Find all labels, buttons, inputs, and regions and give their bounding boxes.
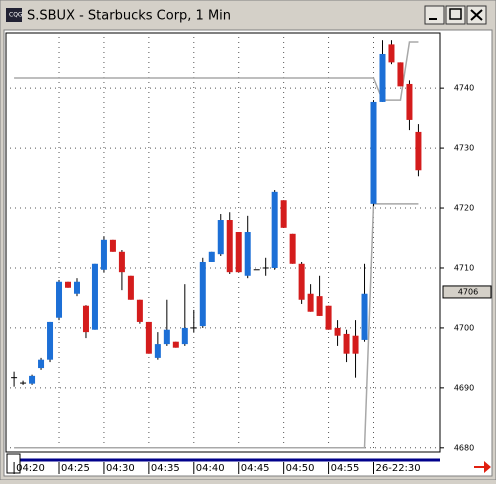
candle-body bbox=[65, 281, 71, 288]
y-tick-label: 4710 bbox=[454, 263, 474, 272]
candle-body bbox=[280, 200, 287, 228]
x-tick-label: 04:40 bbox=[196, 463, 225, 474]
candle-body bbox=[244, 232, 251, 276]
overlay-line bbox=[14, 41, 419, 101]
candle-body bbox=[235, 232, 242, 273]
candle-body bbox=[145, 321, 152, 354]
y-tick-label: 4720 bbox=[454, 204, 474, 213]
candle-body bbox=[415, 131, 422, 171]
candle-body bbox=[154, 344, 161, 358]
y-tick-label: 4680 bbox=[454, 443, 474, 452]
y-tick-label: 4740 bbox=[454, 84, 474, 93]
candle-body bbox=[136, 299, 143, 322]
candle-body bbox=[307, 293, 314, 312]
candle-body bbox=[29, 375, 36, 384]
x-tick-label: 26-22:30 bbox=[376, 463, 421, 474]
candle-body bbox=[217, 220, 224, 255]
candle-body bbox=[47, 321, 54, 360]
candle-body bbox=[100, 239, 107, 270]
candle-body bbox=[397, 62, 404, 87]
minimize-button[interactable] bbox=[424, 5, 445, 25]
candle-body bbox=[352, 335, 359, 354]
title-bar bbox=[3, 3, 493, 27]
x-tick-label: 04:50 bbox=[286, 463, 315, 474]
candle-body bbox=[73, 281, 80, 294]
candle-body bbox=[334, 327, 341, 336]
candle-body bbox=[388, 44, 395, 63]
candle-body bbox=[325, 305, 332, 330]
candle-body bbox=[379, 53, 386, 102]
y-tick-label: 4700 bbox=[454, 323, 474, 332]
x-tick-label: 04:20 bbox=[16, 463, 45, 474]
last-price-box bbox=[442, 285, 492, 299]
candle-body bbox=[38, 359, 45, 369]
candle-body bbox=[316, 296, 323, 316]
app-icon-text: CQG bbox=[9, 12, 23, 19]
candle-body bbox=[163, 329, 170, 345]
x-tick-label: 04:45 bbox=[241, 463, 270, 474]
candle-body bbox=[109, 239, 116, 252]
candle-body bbox=[298, 263, 305, 300]
x-tick-label: 04:25 bbox=[61, 463, 90, 474]
candle-body bbox=[172, 341, 179, 348]
candle-body bbox=[199, 261, 206, 327]
candle-body bbox=[406, 83, 413, 120]
candle-body bbox=[289, 233, 296, 264]
candle-body bbox=[361, 293, 368, 340]
y-tick-label: 4730 bbox=[454, 144, 474, 153]
window-title: S.SBUX - Starbucks Corp, 1 Min bbox=[27, 9, 231, 24]
candle-body bbox=[127, 275, 134, 300]
maximize-button[interactable] bbox=[445, 5, 466, 25]
candle-body bbox=[208, 251, 215, 262]
candle-body bbox=[118, 251, 125, 273]
scroll-box[interactable] bbox=[6, 453, 21, 474]
close-button[interactable] bbox=[466, 5, 487, 25]
candle-body bbox=[91, 263, 98, 330]
x-tick-label: 04:55 bbox=[331, 463, 360, 474]
scroll-right-arrow[interactable] bbox=[474, 461, 491, 473]
candle-body bbox=[343, 333, 350, 354]
candle-body bbox=[181, 327, 188, 345]
y-tick-label: 4690 bbox=[454, 383, 474, 392]
candle-body bbox=[370, 101, 377, 204]
x-tick-label: 04:35 bbox=[151, 463, 180, 474]
app-icon bbox=[6, 8, 22, 22]
candle-body bbox=[56, 281, 63, 318]
overlay-line bbox=[14, 203, 419, 449]
candle-body bbox=[82, 305, 89, 333]
x-tick-label: 04:30 bbox=[106, 463, 135, 474]
last-price-label: 4706 bbox=[458, 287, 478, 296]
candle-body bbox=[271, 191, 278, 268]
candle-body bbox=[226, 220, 233, 273]
